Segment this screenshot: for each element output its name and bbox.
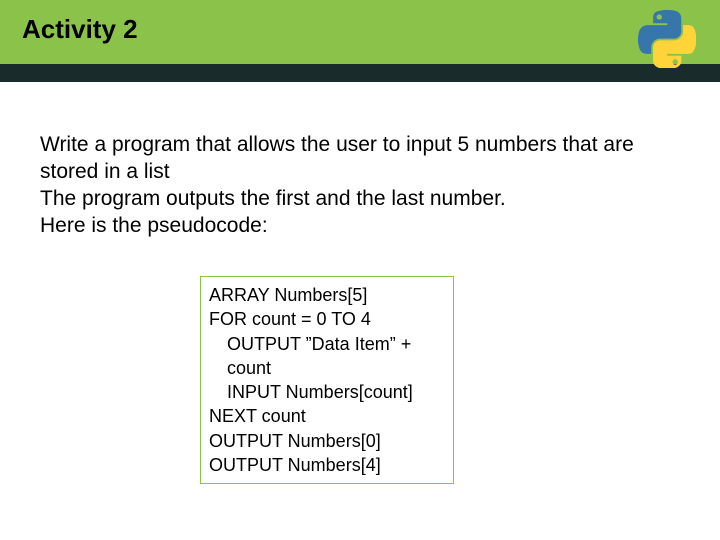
page-title: Activity 2 — [22, 14, 138, 45]
code-line-indent: INPUT Numbers[count] — [209, 380, 445, 404]
instruction-text: Write a program that allows the user to … — [40, 132, 640, 240]
body-line-3: Here is the pseudocode: — [40, 214, 268, 237]
header-band: Activity 2 — [0, 0, 720, 64]
body-line-1: Write a program that allows the user to … — [40, 133, 634, 183]
code-line-indent: OUTPUT ”Data Item” + count — [209, 332, 445, 381]
code-line: OUTPUT Numbers[0] — [209, 429, 445, 453]
code-line: FOR count = 0 TO 4 — [209, 307, 445, 331]
code-line: OUTPUT ”Data Item” + count — [209, 332, 445, 381]
code-line: OUTPUT Numbers[4] — [209, 453, 445, 477]
pseudocode-box: ARRAY Numbers[5] FOR count = 0 TO 4 OUTP… — [200, 276, 454, 484]
body-line-2: The program outputs the first and the la… — [40, 187, 506, 210]
code-line: INPUT Numbers[count] — [209, 380, 445, 404]
header-dark-band — [0, 64, 720, 82]
python-logo-icon — [638, 10, 696, 68]
code-line: NEXT count — [209, 404, 445, 428]
code-line: ARRAY Numbers[5] — [209, 283, 445, 307]
